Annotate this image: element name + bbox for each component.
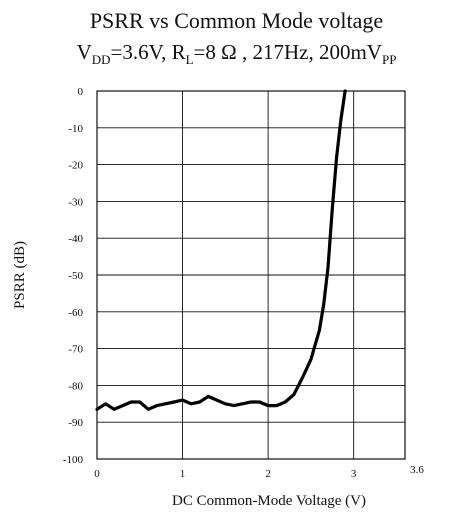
- x-tick-label: 3.6: [410, 464, 424, 476]
- x-axis-label: DC Common-Mode Voltage (V): [172, 493, 366, 509]
- y-tick-label: -40: [68, 233, 83, 245]
- y-tick-label: -10: [68, 123, 83, 135]
- y-tick-label: -50: [68, 270, 83, 282]
- subtitle-pp-sub: PP: [381, 52, 397, 67]
- y-tick-label: -100: [63, 454, 84, 466]
- series-line-psrr: [95, 89, 347, 411]
- subtitle-rest: =8 Ω , 217Hz, 200mV: [193, 40, 382, 64]
- tick-labels: 0 -10 -20 -30 -40 -50 -60 -70 -80 -90 -100 0 1 2 3 3.6: [63, 86, 425, 480]
- subtitle-vdd-sub: DD: [91, 52, 111, 67]
- y-tick-label: -30: [68, 196, 83, 208]
- x-tick-label: 0: [94, 468, 100, 480]
- chart-title: PSRR vs Common Mode voltage: [89, 8, 384, 33]
- subtitle-rl-sub: L: [185, 52, 194, 67]
- x-tick-label: 2: [265, 468, 271, 480]
- x-tick-label: 3: [351, 468, 357, 480]
- y-tick-label: -90: [68, 417, 83, 429]
- x-tick-label: 1: [180, 468, 186, 480]
- y-axis-label: PSRR (dB): [12, 241, 28, 309]
- y-tick-label: -60: [68, 307, 83, 319]
- subtitle-vdd-prefix: V: [76, 40, 92, 64]
- subtitle-vdd-value: =3.6V, R: [110, 40, 186, 64]
- y-tick-label: 0: [78, 86, 84, 98]
- plot-frame: [96, 90, 406, 460]
- chart-subtitle: VDD=3.6V, RL=8 Ω , 217Hz, 200mVPP: [0, 38, 473, 74]
- y-tick-label: -20: [68, 160, 83, 172]
- title-block: PSRR vs Common Mode voltage VDD=3.6V, RL…: [0, 0, 473, 74]
- y-tick-label: -80: [68, 380, 83, 392]
- y-tick-label: -70: [68, 344, 83, 356]
